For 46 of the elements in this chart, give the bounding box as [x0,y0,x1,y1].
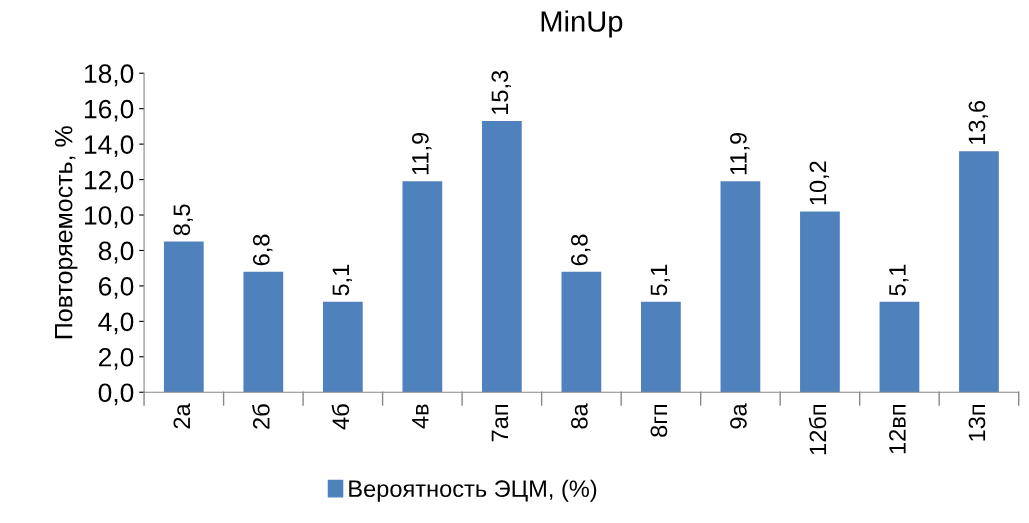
x-tick-label: 4б [331,404,350,430]
data-label: 15,3 [491,70,511,114]
data-label: 13,6 [968,100,989,145]
bar [879,301,920,393]
bar [402,181,443,393]
bar [641,301,681,393]
bar [243,271,284,393]
y-tick-label: 12,0 [84,170,134,193]
y-tick-label: 14,0 [84,135,134,158]
y-tick-label: 16,0 [84,99,134,122]
bar [959,151,999,393]
y-tick-label: 6,0 [99,277,134,299]
data-label: 5,1 [889,264,909,296]
data-label: 8,5 [173,204,193,236]
data-label: 6,8 [571,234,591,266]
legend-label: Вероятность ЭЦМ, (%) [349,479,597,502]
x-tick-label: 8а [571,403,588,429]
x-tick-label: 13п [968,405,986,441]
data-label: 5,1 [332,264,352,296]
data-label: 6,8 [252,234,273,266]
y-tick-label: 18,0 [84,64,134,87]
bar [561,271,602,393]
x-tick-label: 8гп [650,405,668,437]
bar [481,121,522,393]
y-axis-title: Повторяемость, % [54,126,78,339]
y-tick-label: 4,0 [98,312,134,335]
x-tick-label: 12бп [808,405,827,455]
y-tick-label: 10,0 [84,206,134,228]
y-tick-label: 0,0 [98,383,134,406]
x-tick-label: 2б [252,404,270,429]
data-label: 10,2 [809,161,830,205]
bar [720,181,761,393]
bar [322,301,363,393]
bar [800,211,840,393]
x-tick-label: 7ап [491,405,509,442]
data-label: 11,9 [730,132,750,175]
bar [163,241,204,393]
x-tick-label: 9а [730,403,747,429]
data-label: 11,9 [411,132,432,175]
data-label: 5,1 [650,264,671,296]
x-tick-label: 2а [173,403,191,429]
y-tick-label: 2,0 [98,347,134,370]
y-tick-label: 8,0 [98,241,134,264]
x-tick-label: 4в [412,404,429,429]
x-tick-label: 12вп [889,405,906,454]
chart-title: MinUp [541,10,623,38]
